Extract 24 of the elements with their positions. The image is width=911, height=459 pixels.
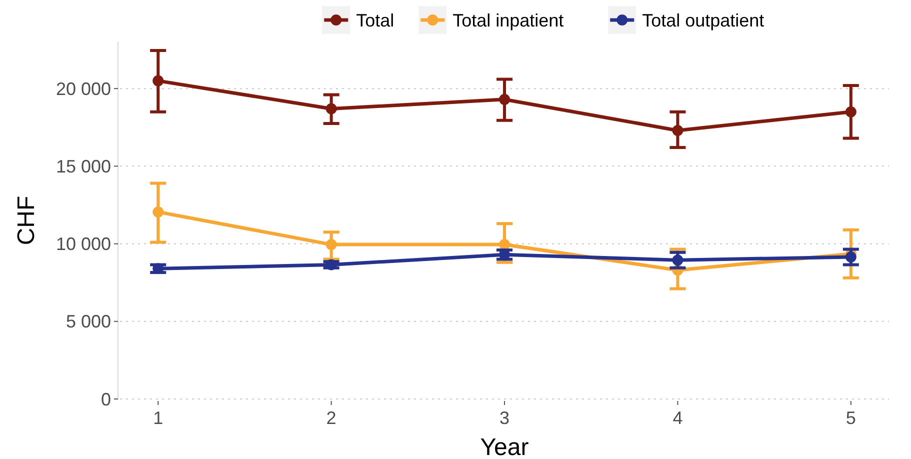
x-tick-label: 2: [326, 408, 336, 428]
legend-label: Total: [356, 10, 394, 30]
x-tick-label: 1: [153, 408, 164, 428]
point: [499, 94, 510, 105]
x-axis-title: Year: [480, 434, 529, 459]
point: [326, 259, 337, 270]
point: [152, 206, 164, 218]
legend-label: Total inpatient: [452, 10, 564, 30]
x-tick-label: 5: [846, 408, 856, 428]
y-axis-title: CHF: [13, 196, 40, 246]
y-tick-label: 5 000: [66, 312, 111, 332]
y-tick-label: 0: [100, 389, 111, 410]
y-tick-label: 10 000: [56, 234, 111, 254]
legend-label: Total outpatient: [642, 10, 764, 30]
y-tick-label: 15 000: [56, 156, 111, 176]
x-tick-label: 4: [672, 408, 683, 428]
point: [152, 75, 164, 86]
point: [326, 239, 337, 250]
x-tick-label: 3: [499, 408, 510, 428]
point: [326, 103, 337, 114]
y-tick-label: 20 000: [56, 78, 111, 99]
point: [845, 106, 856, 118]
point: [152, 263, 164, 274]
point: [672, 124, 684, 136]
